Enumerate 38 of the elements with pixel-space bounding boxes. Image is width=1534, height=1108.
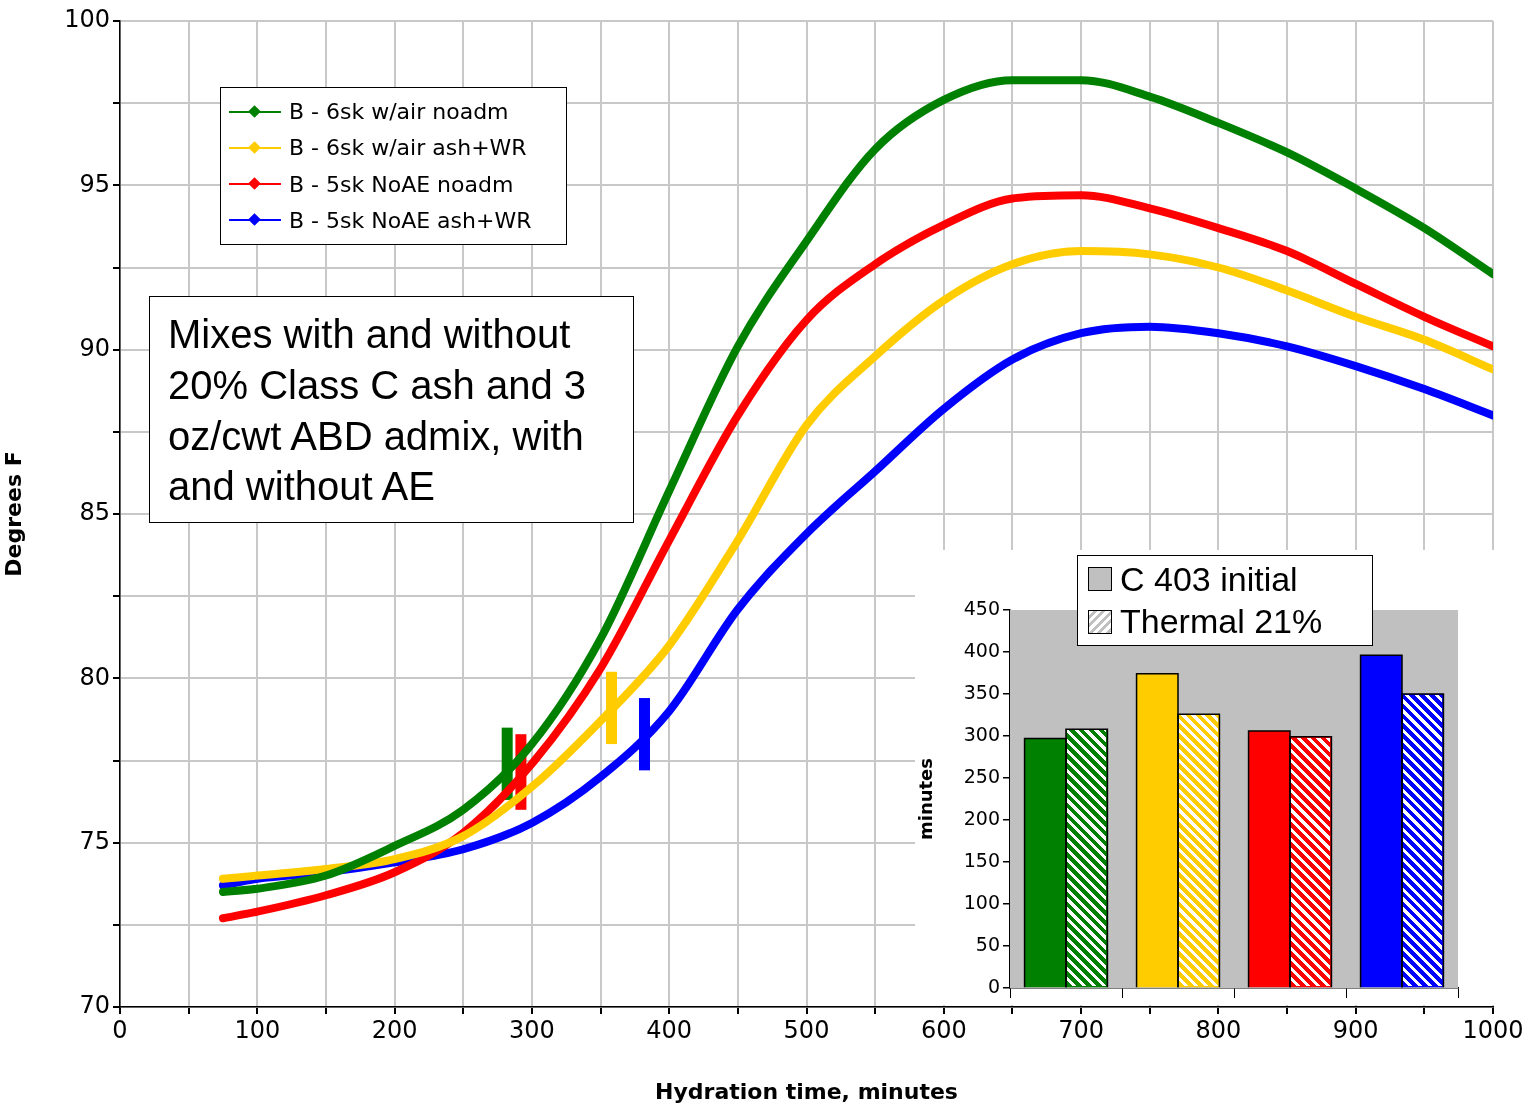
x-axis-title: Hydration time, minutes <box>655 1078 958 1104</box>
y-tick-label: 450 <box>963 596 1000 619</box>
legend-label: Thermal 21% <box>1120 602 1323 642</box>
y-tick-label: 100 <box>963 890 1000 913</box>
legend-label: B - 6sk w/air noadm <box>289 99 509 125</box>
x-tick-label: 0 <box>112 1015 128 1044</box>
y-tick-label: 85 <box>79 498 110 527</box>
x-tick-label: 200 <box>371 1015 418 1044</box>
y-tick-label: 70 <box>79 991 110 1020</box>
y-tick-label: 300 <box>963 722 1000 745</box>
y-tick-label: 95 <box>79 169 110 198</box>
x-tick-label: 100 <box>234 1015 281 1044</box>
y-tick-label: 80 <box>79 662 110 691</box>
legend-label: B - 5sk NoAE noadm <box>289 171 514 197</box>
y-tick-label: 50 <box>975 932 1000 955</box>
y-tick-label: 100 <box>64 5 110 34</box>
x-tick-label: 800 <box>1195 1015 1242 1044</box>
x-tick-label: 500 <box>783 1015 830 1044</box>
text: C 403 initial <box>1120 559 1298 599</box>
y-tick-label: 350 <box>963 680 1000 703</box>
x-tick-label: 1000 <box>1462 1015 1524 1044</box>
y-axis-title: Degrees F <box>0 451 26 577</box>
annotation: Mixes with and without 20% Class C ash and 3 oz/cwt ABD admix, with and without AE <box>149 296 634 523</box>
legend-label: B - 6sk w/air ash+WR <box>289 135 527 161</box>
y-tick-label: 75 <box>79 826 110 855</box>
y-tick-label: 90 <box>79 333 110 362</box>
y-tick-label: 200 <box>963 806 1000 829</box>
y-tick-label: 250 <box>963 764 1000 787</box>
legend-label: B - 5sk NoAE ash+WR <box>289 207 532 233</box>
x-tick-label: 300 <box>508 1015 555 1044</box>
x-tick-label: 700 <box>1058 1015 1105 1044</box>
y-tick-label: 400 <box>963 638 1000 661</box>
y-axis-title: minutes <box>915 757 937 841</box>
y-tick-label: 150 <box>963 848 1000 871</box>
x-tick-label: 900 <box>1332 1015 1379 1044</box>
x-tick-label: 600 <box>920 1015 967 1044</box>
y-tick-label: 0 <box>987 974 1000 997</box>
x-tick-label: 400 <box>646 1015 693 1044</box>
